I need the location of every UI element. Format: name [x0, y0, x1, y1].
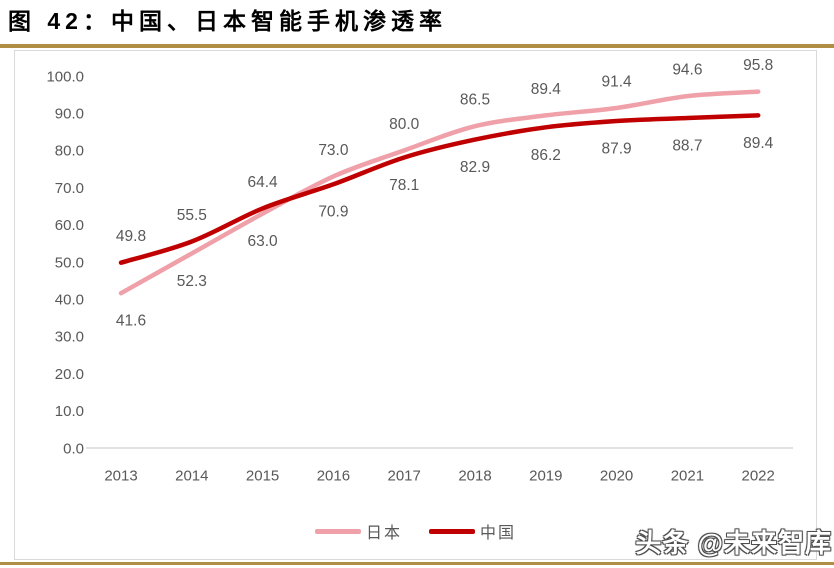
data-label-china: 86.2 [531, 147, 561, 164]
y-tick-label: 70.0 [55, 180, 84, 197]
y-tick-label: 0.0 [63, 440, 84, 457]
x-tick-label: 2016 [317, 467, 350, 484]
data-label-china: 49.8 [116, 228, 146, 245]
x-tick-label: 2015 [246, 467, 279, 484]
x-tick-label: 2021 [671, 467, 704, 484]
chart-frame: 0.0 10.0 20.0 30.0 40.0 50.0 60.0 70.0 80.0 90.0 1… [14, 50, 817, 560]
data-label-japan: 73.0 [318, 142, 349, 159]
data-label-japan: 52.3 [177, 273, 207, 290]
data-label-china: 55.5 [177, 207, 207, 224]
footer-rule [0, 562, 834, 565]
watermark: 头条 @未来智库 [635, 528, 832, 558]
y-tick-label: 50.0 [55, 254, 84, 271]
data-label-china: 70.9 [318, 204, 348, 221]
data-label-japan: 80.0 [389, 116, 420, 133]
figure-title: 图 42：中国、日本智能手机渗透率 [8, 8, 447, 34]
legend-line-china-icon [429, 528, 475, 534]
x-tick-label: 2020 [600, 467, 633, 484]
header-rule [0, 44, 834, 48]
x-tick-label: 2013 [104, 467, 137, 484]
x-tick-label: 2014 [175, 467, 208, 484]
series-line-japan [118, 89, 761, 296]
series-line-china [118, 113, 761, 265]
y-tick-label: 20.0 [55, 366, 84, 383]
data-label-china: 78.1 [389, 177, 419, 194]
figure-header: 图 42：中国、日本智能手机渗透率 [8, 2, 447, 36]
y-tick-label: 10.0 [55, 403, 84, 420]
y-tick-label: 80.0 [55, 143, 84, 160]
x-tick-label: 2018 [458, 467, 491, 484]
data-label-japan: 91.4 [602, 73, 633, 90]
data-label-japan: 63.0 [248, 233, 279, 250]
y-tick-label: 40.0 [55, 291, 84, 308]
legend-line-japan-icon [314, 528, 361, 534]
x-tick-label: 2017 [388, 467, 421, 484]
data-label-japan: 94.6 [672, 62, 702, 79]
data-label-china: 87.9 [602, 140, 632, 157]
data-label-japan: 89.4 [531, 81, 562, 98]
y-tick-label: 90.0 [55, 105, 84, 122]
y-tick-label: 100.0 [46, 68, 84, 85]
data-label-china: 89.4 [743, 135, 774, 152]
data-label-china: 82.9 [460, 159, 490, 176]
legend-label-japan: 日本 [365, 525, 402, 542]
x-tick-label: 2019 [529, 467, 562, 484]
y-tick-label: 30.0 [55, 329, 84, 346]
data-label-japan: 86.5 [460, 92, 490, 109]
legend-item-japan: 日本 [314, 519, 402, 543]
data-label-japan: 95.8 [743, 57, 773, 74]
line-chart: 0.0 10.0 20.0 30.0 40.0 50.0 60.0 70.0 80.0 90.0 1… [46, 57, 793, 484]
data-label-china: 88.7 [672, 137, 702, 154]
x-tick-label: 2022 [742, 467, 775, 484]
y-tick-label: 60.0 [55, 217, 84, 234]
legend-label-china: 中国 [480, 525, 517, 542]
legend-item-china: 中国 [429, 519, 516, 543]
chart-legend: 日本 中国 [15, 519, 816, 543]
data-label-china: 64.4 [248, 174, 279, 191]
data-label-japan: 41.6 [116, 313, 146, 330]
